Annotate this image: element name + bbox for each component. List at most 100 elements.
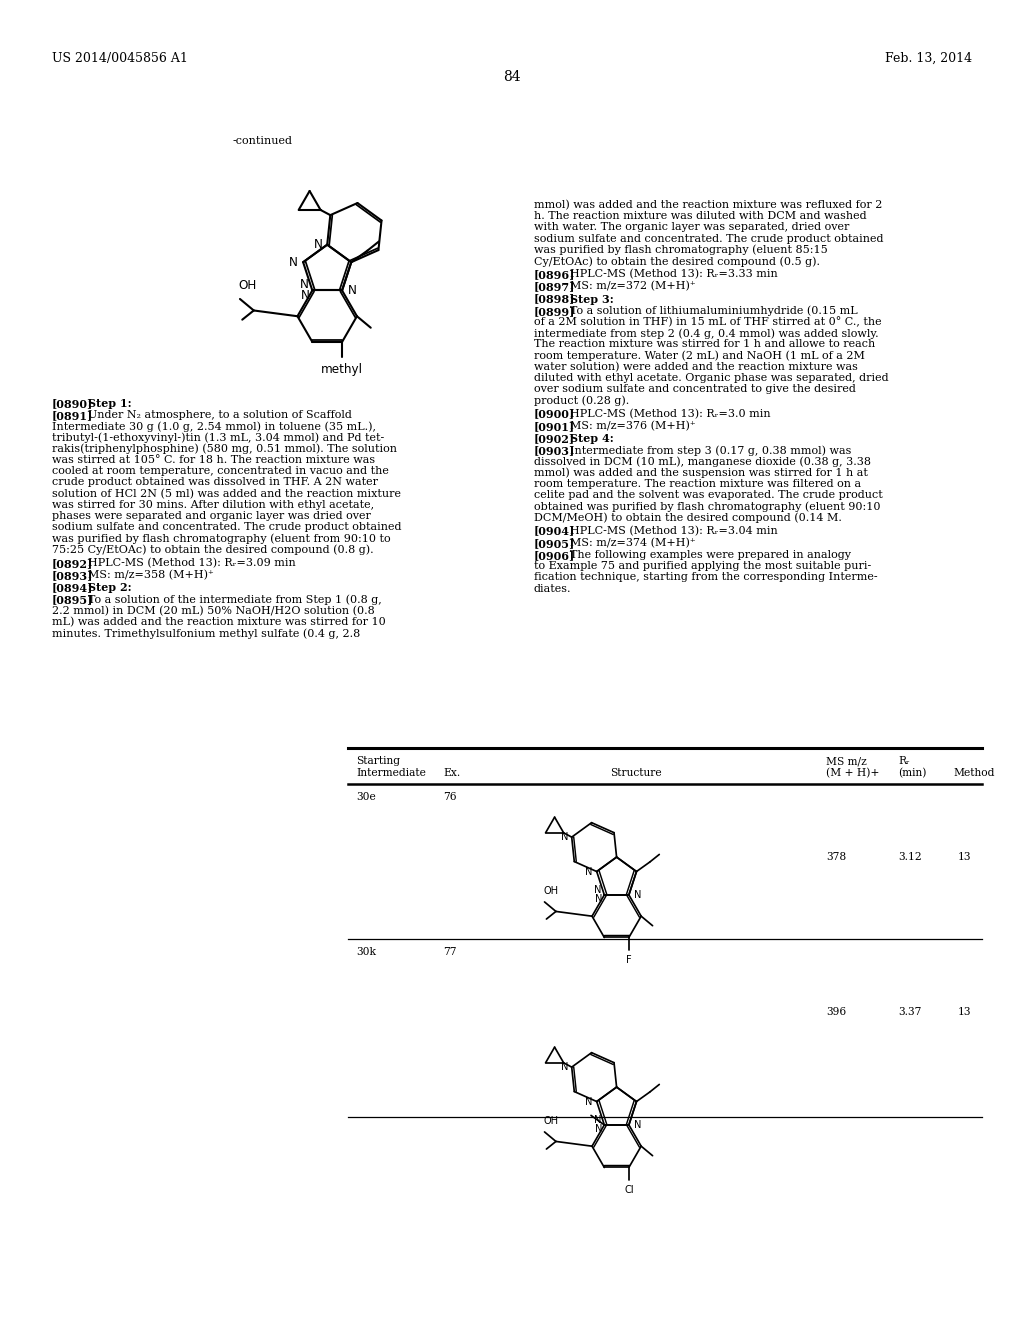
Text: 13: 13: [958, 851, 972, 862]
Text: over sodium sulfate and concentrated to give the desired: over sodium sulfate and concentrated to …: [534, 384, 856, 395]
Text: fication technique, starting from the corresponding Interme-: fication technique, starting from the co…: [534, 573, 878, 582]
Text: The reaction mixture was stirred for 1 h and allowe to reach: The reaction mixture was stirred for 1 h…: [534, 339, 876, 350]
Text: diates.: diates.: [534, 583, 571, 594]
Text: MS: m/z=372 (M+H)⁺: MS: m/z=372 (M+H)⁺: [570, 281, 695, 292]
Text: To a solution of lithiumaluminiumhydride (0.15 mL: To a solution of lithiumaluminiumhydride…: [570, 306, 858, 317]
Text: HPLC-MS (Method 13): Rᵣ=3.04 min: HPLC-MS (Method 13): Rᵣ=3.04 min: [570, 525, 778, 536]
Text: 13: 13: [958, 1007, 972, 1016]
Text: [0898]: [0898]: [534, 293, 575, 305]
Text: N: N: [585, 1097, 592, 1106]
Text: rakis(triphenylphosphine) (580 mg, 0.51 mmol). The solution: rakis(triphenylphosphine) (580 mg, 0.51 …: [52, 444, 397, 454]
Text: Intermediate 30 g (1.0 g, 2.54 mmol) in toluene (35 mL.),: Intermediate 30 g (1.0 g, 2.54 mmol) in …: [52, 421, 376, 432]
Text: Step 4:: Step 4:: [570, 433, 613, 444]
Text: [0893]: [0893]: [52, 570, 93, 581]
Text: -continued: -continued: [233, 136, 293, 147]
Text: obtained was purified by flash chromatography (eluent 90:10: obtained was purified by flash chromatog…: [534, 502, 881, 512]
Text: MS: m/z=376 (M+H)⁺: MS: m/z=376 (M+H)⁺: [570, 421, 695, 432]
Text: Under N₂ atmosphere, to a solution of Scaffold: Under N₂ atmosphere, to a solution of Sc…: [88, 411, 352, 420]
Text: The following examples were prepared in analogy: The following examples were prepared in …: [570, 550, 851, 560]
Text: 77: 77: [443, 946, 457, 957]
Text: N: N: [560, 832, 568, 842]
Text: (min): (min): [898, 768, 927, 779]
Text: [0892]: [0892]: [52, 558, 93, 569]
Text: (M + H)+: (M + H)+: [826, 768, 880, 779]
Text: intermediate from step 2 (0.4 g, 0.4 mmol) was added slowly.: intermediate from step 2 (0.4 g, 0.4 mmo…: [534, 329, 879, 339]
Text: 30e: 30e: [356, 792, 376, 803]
Text: with water. The organic layer was separated, dried over: with water. The organic layer was separa…: [534, 222, 849, 232]
Text: N: N: [348, 284, 356, 297]
Text: 84: 84: [503, 70, 521, 84]
Text: room temperature. The reaction mixture was filtered on a: room temperature. The reaction mixture w…: [534, 479, 861, 488]
Text: OH: OH: [544, 886, 559, 896]
Text: HPLC-MS (Method 13): Rᵣ=3.0 min: HPLC-MS (Method 13): Rᵣ=3.0 min: [570, 409, 771, 418]
Text: Step 2:: Step 2:: [88, 582, 132, 593]
Text: cooled at room temperature, concentrated in vacuo and the: cooled at room temperature, concentrated…: [52, 466, 389, 477]
Text: [0900]: [0900]: [534, 409, 575, 420]
Text: MS: m/z=358 (M+H)⁺: MS: m/z=358 (M+H)⁺: [88, 570, 214, 581]
Text: US 2014/0045856 A1: US 2014/0045856 A1: [52, 51, 187, 65]
Text: N: N: [634, 1119, 641, 1130]
Text: [0903]: [0903]: [534, 445, 575, 457]
Text: [0896]: [0896]: [534, 269, 575, 280]
Text: Intermediate: Intermediate: [356, 768, 426, 777]
Text: 76: 76: [443, 792, 457, 803]
Text: HPLC-MS (Method 13): Rᵣ=3.33 min: HPLC-MS (Method 13): Rᵣ=3.33 min: [570, 269, 778, 280]
Text: [0902]: [0902]: [534, 433, 575, 444]
Text: was stirred at 105° C. for 18 h. The reaction mixture was: was stirred at 105° C. for 18 h. The rea…: [52, 455, 375, 465]
Text: N: N: [595, 1123, 602, 1134]
Text: N: N: [594, 886, 601, 895]
Text: N: N: [289, 256, 297, 269]
Text: OH: OH: [239, 279, 257, 292]
Text: product (0.28 g).: product (0.28 g).: [534, 396, 630, 407]
Text: sodium sulfate and concentrated. The crude product obtained: sodium sulfate and concentrated. The cru…: [534, 234, 884, 244]
Text: [0891]: [0891]: [52, 411, 93, 421]
Text: mmol) was added and the reaction mixture was refluxed for 2: mmol) was added and the reaction mixture…: [534, 201, 883, 210]
Text: solution of HCl 2N (5 ml) was added and the reaction mixture: solution of HCl 2N (5 ml) was added and …: [52, 488, 401, 499]
Text: to Example 75 and purified applying the most suitable puri-: to Example 75 and purified applying the …: [534, 561, 871, 572]
Text: Method: Method: [953, 768, 994, 777]
Text: N: N: [313, 238, 323, 251]
Text: N: N: [594, 1115, 601, 1125]
Text: [0901]: [0901]: [534, 421, 575, 432]
Text: [0904]: [0904]: [534, 525, 575, 537]
Text: 396: 396: [826, 1007, 846, 1016]
Text: of a 2M solution in THF) in 15 mL of THF stirred at 0° C., the: of a 2M solution in THF) in 15 mL of THF…: [534, 317, 882, 327]
Text: [0906]: [0906]: [534, 550, 575, 561]
Text: mL) was added and the reaction mixture was stirred for 10: mL) was added and the reaction mixture w…: [52, 616, 386, 627]
Text: N: N: [300, 279, 309, 292]
Text: 3.37: 3.37: [898, 1007, 922, 1016]
Text: Rᵣ: Rᵣ: [898, 756, 909, 766]
Text: diluted with ethyl acetate. Organic phase was separated, dried: diluted with ethyl acetate. Organic phas…: [534, 374, 889, 383]
Text: sodium sulfate and concentrated. The crude product obtained: sodium sulfate and concentrated. The cru…: [52, 523, 401, 532]
Text: F: F: [626, 954, 632, 965]
Text: 3.12: 3.12: [898, 851, 922, 862]
Text: [0899]: [0899]: [534, 306, 575, 317]
Text: N: N: [560, 1063, 568, 1072]
Text: [0890]: [0890]: [52, 399, 93, 409]
Text: celite pad and the solvent was evaporated. The crude product: celite pad and the solvent was evaporate…: [534, 490, 883, 500]
Text: methyl: methyl: [322, 363, 364, 376]
Text: water solution) were added and the reaction mixture was: water solution) were added and the react…: [534, 362, 858, 372]
Text: Intermediate from step 3 (0.17 g, 0.38 mmol) was: Intermediate from step 3 (0.17 g, 0.38 m…: [570, 445, 851, 455]
Text: crude product obtained was dissolved in THF. A 2N water: crude product obtained was dissolved in …: [52, 478, 378, 487]
Text: was purified by flash chromatography (eluent 85:15: was purified by flash chromatography (el…: [534, 244, 827, 255]
Text: h. The reaction mixture was diluted with DCM and washed: h. The reaction mixture was diluted with…: [534, 211, 866, 222]
Text: [0895]: [0895]: [52, 594, 93, 606]
Text: MS: m/z=374 (M+H)⁺: MS: m/z=374 (M+H)⁺: [570, 537, 695, 548]
Text: phases were separated and organic layer was dried over: phases were separated and organic layer …: [52, 511, 371, 521]
Text: was purified by flash chromatography (eluent from 90:10 to: was purified by flash chromatography (el…: [52, 533, 390, 544]
Text: 75:25 Cy/EtOAc) to obtain the desired compound (0.8 g).: 75:25 Cy/EtOAc) to obtain the desired co…: [52, 545, 374, 556]
Text: mmol) was added and the suspension was stirred for 1 h at: mmol) was added and the suspension was s…: [534, 467, 868, 478]
Text: 378: 378: [826, 851, 846, 862]
Text: Step 3:: Step 3:: [570, 293, 613, 305]
Text: [0905]: [0905]: [534, 537, 575, 549]
Text: Ex.: Ex.: [443, 768, 460, 777]
Text: Step 1:: Step 1:: [88, 399, 132, 409]
Text: N: N: [301, 289, 310, 301]
Text: N: N: [634, 890, 641, 900]
Text: To a solution of the intermediate from Step 1 (0.8 g,: To a solution of the intermediate from S…: [88, 594, 382, 605]
Text: Starting: Starting: [356, 756, 400, 766]
Text: Feb. 13, 2014: Feb. 13, 2014: [885, 51, 972, 65]
Text: OH: OH: [544, 1117, 559, 1126]
Text: N: N: [585, 866, 592, 876]
